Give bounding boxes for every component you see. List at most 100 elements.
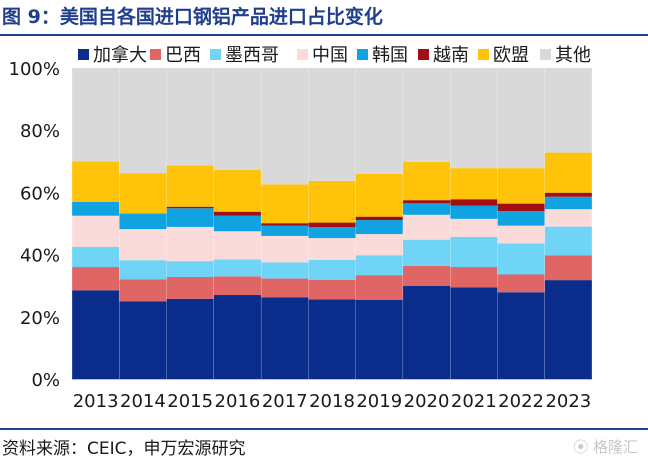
bar-segment (72, 290, 120, 379)
x-tick-label: 2013 (73, 391, 119, 412)
bar-segment (119, 301, 167, 379)
watermark-text: 格隆汇 (592, 438, 638, 456)
x-tick-label: 2016 (215, 391, 261, 412)
bar-segment (450, 199, 498, 206)
bar-segment (119, 260, 167, 280)
bar-segment (308, 259, 356, 280)
bar-segment (261, 278, 309, 298)
bar-segment (308, 238, 356, 260)
x-tick-label: 2023 (545, 391, 591, 412)
bar-segment (261, 225, 309, 236)
bar-segment (450, 68, 498, 169)
bar-segment (497, 203, 545, 212)
bar-segment (355, 275, 403, 301)
bar-segment (450, 218, 498, 237)
bar-segment (450, 168, 498, 200)
legend-swatch (540, 49, 551, 60)
bar-segment (544, 226, 592, 256)
bar-segment (497, 274, 545, 293)
bar-segment (213, 295, 261, 379)
bar-segment (544, 68, 592, 153)
watermark-icon: ⦿ (573, 438, 589, 456)
bar-segment (119, 213, 167, 230)
bar-segment (355, 234, 403, 256)
bar-segment (261, 235, 309, 263)
x-tick-label: 2021 (451, 391, 497, 412)
bar-segment (403, 265, 451, 287)
bar-segment (166, 165, 214, 207)
x-tick-label: 2014 (120, 391, 166, 412)
y-tick-label: 100% (9, 59, 60, 80)
bar-segment (119, 279, 167, 302)
bar-segment (403, 214, 451, 240)
x-tick-label: 2017 (262, 391, 308, 412)
bar-segment (72, 161, 120, 202)
bar-segment (450, 236, 498, 268)
source-note: 资料来源：CEIC，申万宏源研究 (2, 439, 246, 459)
bar-segment (213, 211, 261, 216)
bar-segment (544, 209, 592, 227)
bar-segment (544, 280, 592, 379)
bar-segment (166, 68, 214, 166)
x-tick-label: 2015 (167, 391, 213, 412)
bar-segment (308, 68, 356, 181)
bar-segment (355, 255, 403, 276)
x-tick-label: 2020 (404, 391, 450, 412)
bar-segment (497, 225, 545, 244)
stacked-bar-chart: 0%20%40%60%80%100%2013 2014 2015 2016 2017 20… (9, 44, 592, 412)
bar-segment (355, 220, 403, 235)
bar-segment (261, 297, 309, 379)
bar-segment (544, 152, 592, 193)
y-tick-label: 20% (20, 308, 60, 329)
x-tick-label: 2022 (498, 391, 544, 412)
bar-segment (403, 203, 451, 215)
chart-title: 图 9：美国自各国进口钢铝产品进口占比变化 (2, 6, 383, 28)
bar-segment (450, 267, 498, 288)
bar-segment (166, 261, 214, 277)
bar-segment (213, 215, 261, 232)
bar-segment (72, 246, 120, 268)
bar-segment (119, 173, 167, 214)
legend-label: 其他 (555, 45, 591, 66)
bar-segment (308, 222, 356, 228)
bar-segment (261, 184, 309, 224)
bar-segment (450, 205, 498, 219)
bar-segment (497, 68, 545, 169)
bar-segment (213, 231, 261, 260)
legend-swatch (478, 49, 489, 60)
bar-segment (497, 211, 545, 226)
legend-swatch (357, 49, 368, 60)
bar-segment (450, 287, 498, 379)
title-divider (0, 34, 648, 36)
bar-segment (308, 299, 356, 379)
bar-segment (403, 239, 451, 266)
bar-segment (355, 216, 403, 221)
bar-segment (213, 68, 261, 171)
bar-segment (119, 229, 167, 261)
legend-label: 越南 (433, 45, 469, 66)
bar-segment (261, 68, 309, 185)
bar-segment (213, 259, 261, 277)
bar-segment (166, 208, 214, 227)
bar-segment (119, 68, 167, 174)
bar-segment (497, 292, 545, 379)
watermark-logo: ⦿ 格隆汇 (573, 436, 638, 457)
bar-segment (403, 200, 451, 204)
bar-segment (544, 255, 592, 281)
legend-swatch (78, 49, 89, 60)
bar-segment (308, 279, 356, 300)
legend-label: 中国 (312, 45, 348, 66)
bar-segment (355, 173, 403, 217)
bar-segment (544, 196, 592, 210)
legend-label: 韩国 (372, 45, 408, 66)
y-tick-label: 0% (31, 370, 60, 391)
legend-swatch (150, 49, 161, 60)
bar-segment (308, 180, 356, 223)
footer-divider (0, 428, 648, 430)
legend-swatch (210, 49, 221, 60)
legend-label: 巴西 (165, 45, 201, 66)
y-tick-label: 60% (20, 183, 60, 204)
bar-segment (166, 226, 214, 262)
bar-segment (72, 215, 120, 247)
bar-segment (403, 161, 451, 201)
